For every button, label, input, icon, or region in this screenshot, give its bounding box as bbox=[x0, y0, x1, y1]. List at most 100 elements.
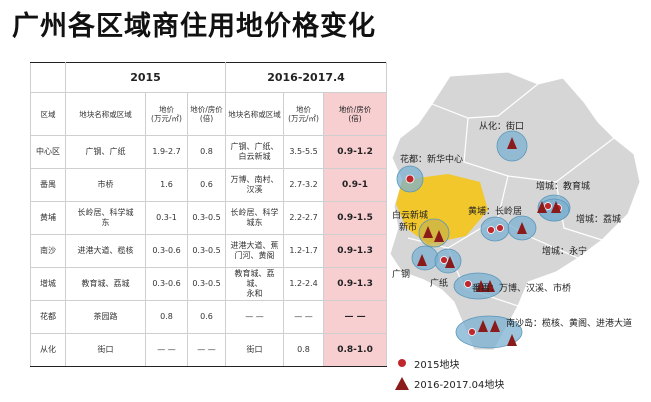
label-huangpu: 黄埔：长岭居 bbox=[468, 205, 522, 217]
label-zengcheng-licheng: 增城：荔城 bbox=[576, 213, 621, 225]
markers-2016 bbox=[417, 137, 561, 346]
cell-price-2016: — — bbox=[283, 300, 325, 334]
label-guanggang: 广钢 bbox=[392, 268, 410, 280]
marker-2016 bbox=[507, 137, 517, 149]
cell-name-2016: 街口 bbox=[225, 333, 285, 367]
cell-area: 黄埔 bbox=[30, 201, 66, 235]
label-zengcheng-edu: 增城：教育城 bbox=[536, 180, 590, 192]
marker-2015 bbox=[468, 328, 476, 336]
bubble-nansha bbox=[455, 315, 523, 349]
header-blank bbox=[30, 62, 66, 93]
table-row: 黄埔 长岭居、科学城 东 0.3-1 0.3-0.5 长岭居、科学 城东 2.2… bbox=[30, 201, 388, 235]
cell-ratio-2016: 0.9-1 bbox=[323, 168, 388, 202]
cell-name-2015: 进港大道、榄核 bbox=[65, 234, 146, 268]
label-guangzhi: 广纸 bbox=[430, 277, 448, 289]
marker-2015 bbox=[405, 174, 415, 184]
marker-2016 bbox=[445, 256, 455, 268]
marker-2015 bbox=[487, 226, 495, 234]
cell-ratio-2015: — — bbox=[186, 333, 227, 367]
circle-marker-icon bbox=[398, 359, 406, 367]
cell-price-2015: 1.6 bbox=[145, 168, 188, 202]
label-nansha: 南沙岛：榄核、黄阁、进港大道 bbox=[506, 317, 632, 329]
table-header-row: 2015 2016-2017.4 bbox=[30, 62, 388, 93]
marker-2016 bbox=[551, 201, 561, 213]
cell-price-2015: 1.9-2.7 bbox=[145, 135, 188, 169]
legend-label-2016: 2016-2017.04地块 bbox=[414, 379, 505, 391]
cell-name-2015: 茶园路 bbox=[65, 300, 146, 334]
cell-area: 番禺 bbox=[30, 168, 66, 202]
subheader-name-2015: 地块名称或区域 bbox=[65, 92, 146, 136]
table-subheader-row: 区域 地块名称或区域 地价 (万元/㎡) 地价/房价 (倍) 地块名称或区域 地… bbox=[30, 92, 388, 136]
cell-ratio-2015: 0.3-0.5 bbox=[186, 267, 227, 301]
cell-area: 增城 bbox=[30, 267, 66, 301]
cell-ratio-2015: 0.8 bbox=[186, 135, 227, 169]
subheader-ratio-2015: 地价/房价 (倍) bbox=[186, 92, 227, 136]
cell-name-2016: 进港大道、蕉 门河、黄阁 bbox=[225, 234, 285, 268]
bubble-guanggang bbox=[411, 245, 439, 271]
cell-price-2016: 2.7-3.2 bbox=[283, 168, 325, 202]
marker-2015 bbox=[464, 280, 472, 288]
marker-2016 bbox=[517, 222, 527, 234]
subheader-area: 区域 bbox=[30, 92, 66, 136]
table-row: 南沙 进港大道、榄核 0.3-0.6 0.3-0.5 进港大道、蕉 门河、黄阁 … bbox=[30, 234, 388, 268]
cell-ratio-2016: 0.9-1.3 bbox=[323, 234, 388, 268]
cell-price-2016: 1.2-1.7 bbox=[283, 234, 325, 268]
label-zengcheng-yonghe: 增城：永宁 bbox=[542, 245, 587, 257]
cell-name-2015: 广钢、广纸 bbox=[65, 135, 146, 169]
cell-price-2015: 0.3-1 bbox=[145, 201, 188, 235]
cell-ratio-2015: 0.3-0.5 bbox=[186, 234, 227, 268]
cell-price-2015: 0.3-0.6 bbox=[145, 267, 188, 301]
cell-name-2015: 教育城、荔城 bbox=[65, 267, 146, 301]
cell-ratio-2015: 0.6 bbox=[186, 168, 227, 202]
legend-item-2016: 2016-2017.04地块 bbox=[392, 375, 504, 391]
bubble-baiyun bbox=[418, 218, 450, 248]
cell-price-2016: 1.2-2.4 bbox=[283, 267, 325, 301]
cell-ratio-2016: 0.9-1.5 bbox=[323, 201, 388, 235]
triangle-marker-icon bbox=[395, 376, 409, 390]
marker-2016 bbox=[417, 254, 427, 266]
cell-name-2015: 市桥 bbox=[65, 168, 146, 202]
subheader-price-2016: 地价 (万元/㎡) bbox=[283, 92, 325, 136]
label-panyu: 番禺：万博、汉溪、市桥 bbox=[472, 282, 571, 294]
subheader-name-2016: 地块名称或区域 bbox=[225, 92, 285, 136]
cell-name-2016: 万博、南村、 汉溪 bbox=[225, 168, 285, 202]
cell-ratio-2016: 0.8-1.0 bbox=[323, 333, 388, 367]
cell-ratio-2015: 0.3-0.5 bbox=[186, 201, 227, 235]
cell-ratio-2016: 0.9-1.2 bbox=[323, 135, 388, 169]
cell-name-2016: 广钢、广纸、 白云新城 bbox=[225, 135, 285, 169]
cell-price-2015: 0.8 bbox=[145, 300, 188, 334]
subheader-ratio-2016: 地价/房价 (倍) bbox=[323, 92, 388, 136]
marker-2016 bbox=[507, 334, 517, 346]
subheader-price-2015: 地价 (万元/㎡) bbox=[145, 92, 188, 136]
cell-name-2016: 教育城、荔城、 永和 bbox=[225, 267, 285, 301]
cell-area: 花都 bbox=[30, 300, 66, 334]
label-baiyun-1: 白云新城 bbox=[392, 209, 428, 221]
marker-2015 bbox=[496, 224, 504, 232]
table-row: 中心区 广钢、广纸 1.9-2.7 0.8 广钢、广纸、 白云新城 3.5-5.… bbox=[30, 135, 388, 169]
cell-ratio-2016: — — bbox=[323, 300, 388, 334]
cell-price-2015: — — bbox=[145, 333, 188, 367]
marker-2016 bbox=[537, 201, 547, 213]
cell-area: 南沙 bbox=[30, 234, 66, 268]
cell-area: 从化 bbox=[30, 333, 66, 367]
cell-ratio-2015: 0.6 bbox=[186, 300, 227, 334]
table-row: 增城 教育城、荔城 0.3-0.6 0.3-0.5 教育城、荔城、 永和 1.2… bbox=[30, 267, 388, 301]
table-row: 花都 茶园路 0.8 0.6 — — — — — — bbox=[30, 300, 388, 334]
marker-2016 bbox=[478, 320, 488, 332]
cell-price-2016: 0.8 bbox=[283, 333, 325, 367]
cell-price-2016: 3.5-5.5 bbox=[283, 135, 325, 169]
cell-area: 中心区 bbox=[30, 135, 66, 169]
marker-2016 bbox=[423, 226, 433, 238]
legend-item-2015: 2015地块 bbox=[392, 355, 504, 371]
marker-2015 bbox=[440, 256, 448, 264]
header-period-2015: 2015 bbox=[64, 62, 227, 93]
table-row: 番禺 市桥 1.6 0.6 万博、南村、 汉溪 2.7-3.2 0.9-1 bbox=[30, 168, 388, 202]
central-district-highlight bbox=[396, 174, 488, 244]
marker-2016 bbox=[476, 280, 486, 292]
marker-2016 bbox=[485, 280, 495, 292]
map-legend: 2015地块 2016-2017.04地块 bbox=[392, 355, 504, 395]
label-huadu: 花都：新华中心 bbox=[400, 153, 463, 165]
marker-2015 bbox=[544, 202, 552, 210]
label-baiyun-2: 新市 bbox=[399, 221, 417, 233]
legend-label-2015: 2015地块 bbox=[414, 359, 460, 371]
